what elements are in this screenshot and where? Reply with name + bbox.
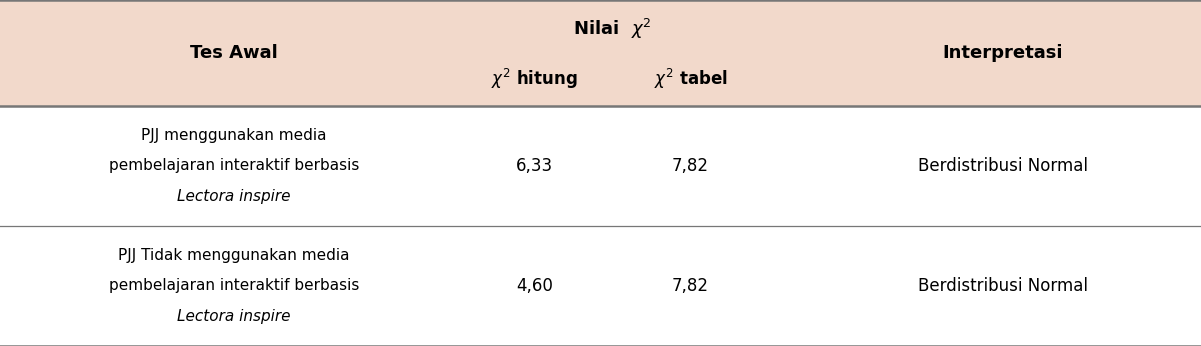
Text: 7,82: 7,82 (673, 157, 709, 175)
Text: PJJ Tidak menggunakan media: PJJ Tidak menggunakan media (119, 248, 349, 263)
Text: Tes Awal: Tes Awal (190, 44, 279, 62)
Text: PJJ menggunakan media: PJJ menggunakan media (142, 128, 327, 143)
Text: Lectora inspire: Lectora inspire (178, 309, 291, 324)
Text: pembelajaran interaktif berbasis: pembelajaran interaktif berbasis (109, 279, 359, 293)
Text: Lectora inspire: Lectora inspire (178, 189, 291, 203)
Text: 6,33: 6,33 (516, 157, 552, 175)
Bar (0, 0, 1201, 106)
Text: Interpretasi: Interpretasi (943, 44, 1063, 62)
Text: $\chi^2$ hitung: $\chi^2$ hitung (491, 67, 578, 91)
Text: Nilai  $\chi^2$: Nilai $\chi^2$ (573, 17, 652, 40)
Text: $\chi^2$ tabel: $\chi^2$ tabel (653, 67, 728, 91)
Text: 4,60: 4,60 (516, 277, 552, 295)
Text: Berdistribusi Normal: Berdistribusi Normal (918, 157, 1088, 175)
Text: Berdistribusi Normal: Berdistribusi Normal (918, 277, 1088, 295)
Text: pembelajaran interaktif berbasis: pembelajaran interaktif berbasis (109, 158, 359, 173)
Text: 7,82: 7,82 (673, 277, 709, 295)
Bar (0, 106, 1201, 346)
